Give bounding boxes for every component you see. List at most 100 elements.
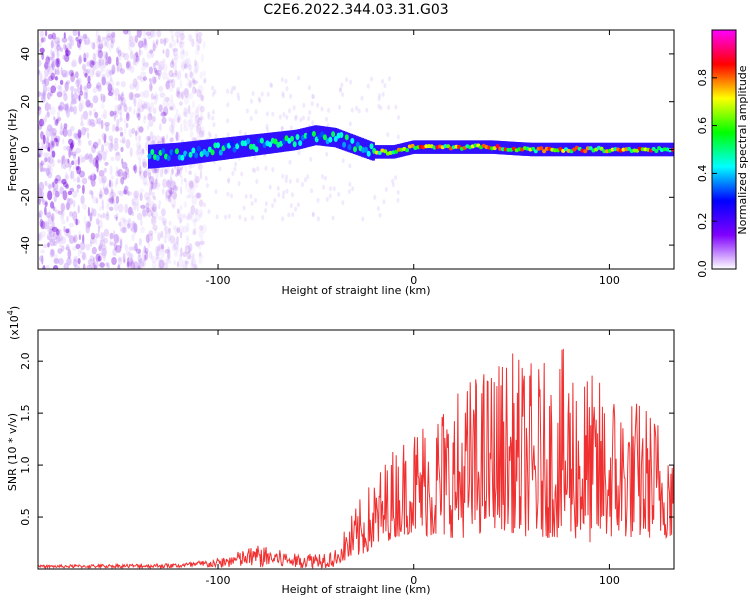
- noise-blob: [60, 211, 65, 221]
- noise-blob: [170, 117, 174, 128]
- signal-peak: [627, 146, 631, 151]
- signal-band: [168, 143, 172, 167]
- noise-blob: [176, 89, 180, 97]
- noise-blob: [71, 160, 75, 166]
- noise-blob: [203, 77, 207, 83]
- noise-blob: [285, 114, 289, 120]
- noise-blob: [154, 228, 157, 234]
- noise-blob: [184, 260, 189, 265]
- noise-blob: [178, 225, 184, 234]
- noise-blob: [175, 131, 180, 141]
- noise-blob: [158, 215, 165, 221]
- noise-blob: [162, 178, 168, 188]
- noise-blob: [65, 184, 70, 189]
- noise-blob: [170, 173, 172, 182]
- noise-blob: [96, 162, 99, 173]
- noise-blob: [396, 190, 400, 195]
- noise-blob: [190, 262, 193, 269]
- signal-band: [176, 142, 180, 166]
- noise-blob: [75, 243, 81, 250]
- noise-blob: [138, 50, 142, 58]
- noise-blob: [71, 59, 78, 68]
- noise-blob: [138, 238, 142, 246]
- noise-blob: [77, 35, 84, 41]
- noise-blob: [60, 236, 66, 245]
- noise-blob: [202, 41, 206, 49]
- noise-blob: [179, 231, 183, 239]
- noise-blob: [39, 47, 45, 53]
- noise-blob: [191, 79, 197, 85]
- colorbar-tick-label: 0.0: [696, 260, 709, 278]
- noise-blob: [152, 135, 157, 145]
- noise-blob: [141, 40, 148, 48]
- noise-blob: [86, 51, 89, 59]
- noise-blob: [58, 229, 62, 236]
- noise-blob: [161, 208, 166, 217]
- noise-blob: [97, 45, 103, 54]
- noise-blob: [89, 190, 94, 195]
- noise-blob: [115, 55, 122, 62]
- snr-marks: [38, 348, 674, 569]
- noise-blob: [213, 89, 217, 95]
- noise-blob: [96, 84, 100, 89]
- noise-blob: [189, 253, 195, 259]
- noise-blob: [378, 93, 381, 99]
- noise-blob: [165, 133, 169, 140]
- noise-blob: [38, 212, 41, 218]
- noise-blob: [143, 116, 146, 124]
- noise-blob: [156, 69, 162, 77]
- noise-blob: [41, 140, 45, 150]
- noise-blob: [145, 135, 151, 142]
- noise-blob: [150, 30, 156, 38]
- noise-blob: [193, 79, 198, 85]
- noise-blob: [182, 225, 188, 233]
- noise-blob: [39, 30, 45, 38]
- noise-blob: [140, 219, 143, 227]
- noise-blob: [147, 137, 152, 146]
- signal-peak: [218, 149, 223, 156]
- noise-blob: [110, 40, 114, 49]
- noise-blob: [59, 79, 64, 86]
- noise-blob: [206, 183, 209, 188]
- noise-blob: [165, 101, 170, 108]
- noise-blob: [139, 170, 145, 180]
- noise-blob: [202, 129, 205, 138]
- noise-blob: [98, 121, 102, 128]
- noise-blob: [170, 198, 177, 208]
- noise-blob: [256, 166, 260, 172]
- y-tick-label: -20: [19, 188, 32, 206]
- noise-blob: [341, 92, 345, 97]
- noise-blob: [110, 36, 116, 44]
- noise-blob: [72, 93, 79, 100]
- noise-blob: [243, 217, 247, 222]
- noise-blob: [200, 109, 203, 119]
- noise-blob: [134, 93, 141, 98]
- noise-blob: [115, 170, 121, 177]
- noise-blob: [207, 111, 211, 117]
- noise-blob: [84, 53, 89, 60]
- noise-blob: [195, 192, 201, 199]
- noise-blob: [186, 222, 190, 233]
- noise-blob: [156, 245, 161, 252]
- noise-blob: [268, 184, 272, 190]
- noise-blob: [46, 110, 50, 117]
- noise-blob: [92, 86, 98, 94]
- noise-blob: [197, 44, 200, 52]
- noise-blob: [117, 256, 122, 266]
- noise-blob: [190, 255, 193, 266]
- noise-blob: [122, 164, 128, 172]
- noise-blob: [160, 111, 167, 117]
- noise-blob: [115, 244, 122, 253]
- noise-blob: [180, 247, 183, 258]
- noise-blob: [151, 191, 155, 199]
- noise-blob: [176, 227, 181, 234]
- noise-blob: [116, 46, 121, 54]
- noise-blob: [281, 216, 285, 222]
- noise-blob: [161, 111, 167, 117]
- signal-band: [180, 142, 184, 166]
- noise-blob: [120, 176, 125, 185]
- noise-blob: [151, 116, 156, 122]
- noise-blob: [44, 67, 49, 78]
- noise-blob: [167, 246, 171, 253]
